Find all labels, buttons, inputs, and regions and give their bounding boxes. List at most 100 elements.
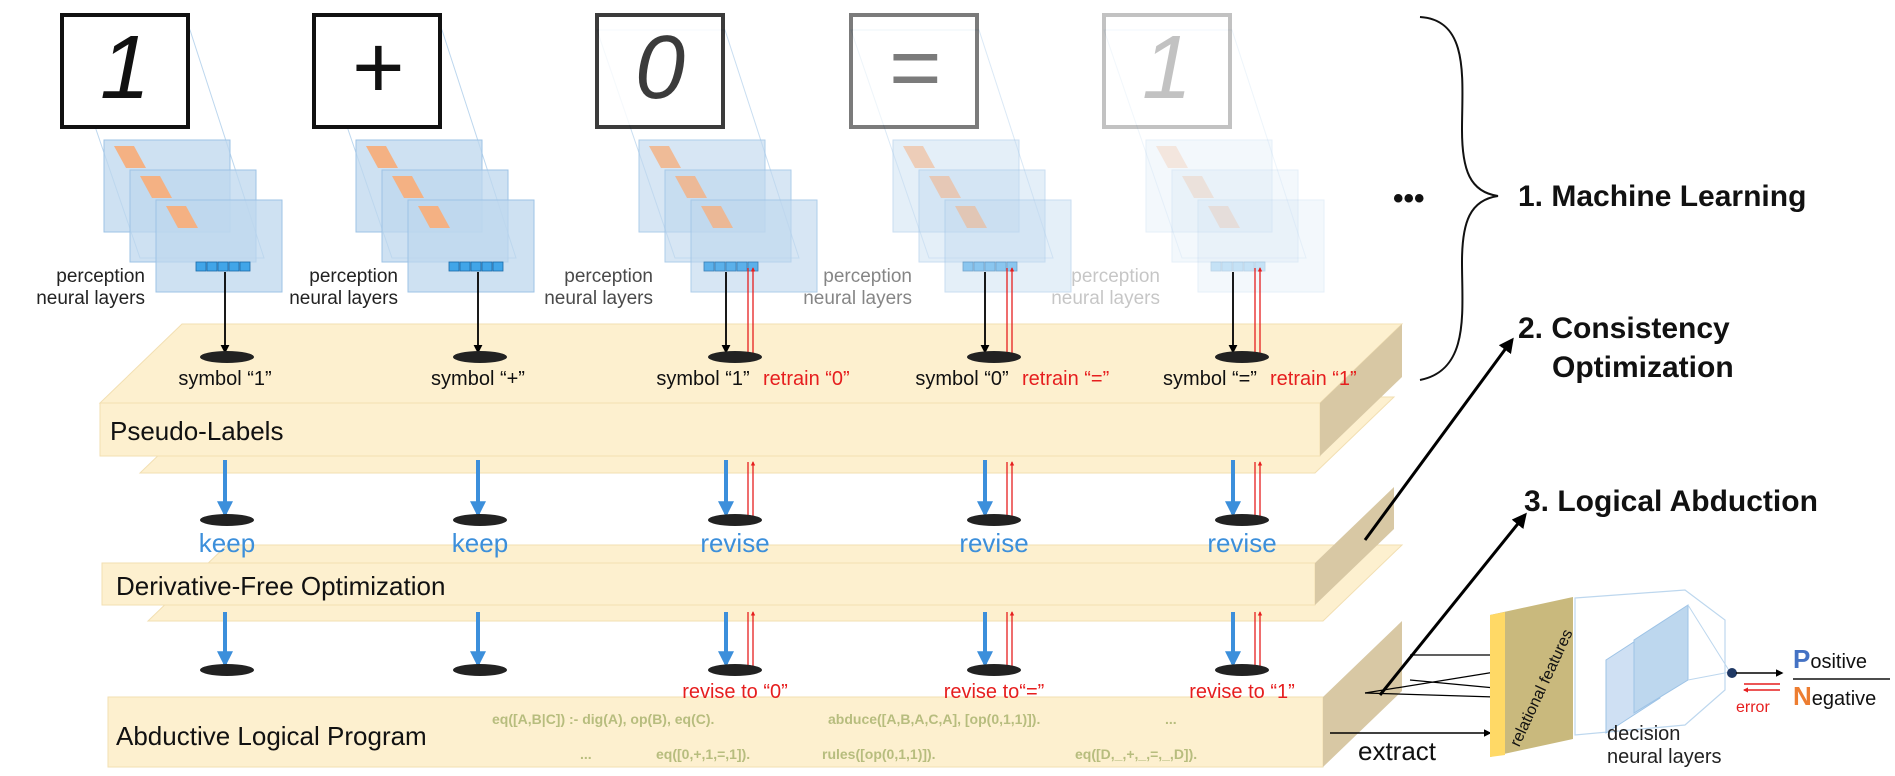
activation-mark	[418, 206, 450, 228]
perception-label-line2: neural layers	[1051, 288, 1160, 309]
digit-frame	[849, 13, 979, 129]
dfo-node	[200, 514, 254, 526]
output-vector-cell	[725, 261, 737, 272]
feature-lines	[1364, 654, 1496, 698]
retrain-label: retrain “=”	[1022, 368, 1109, 390]
code-eq-rule: eq([A,B|C]) :- dig(A), op(B), eq(C).	[492, 711, 714, 727]
frustum-lines	[1103, 29, 1307, 259]
perception-label-line1: perception	[309, 266, 398, 287]
symbol-label: symbol “1”	[178, 368, 271, 390]
output-vector-cell	[217, 261, 229, 272]
revise-label: revise to “1”	[1189, 681, 1295, 703]
pseudo-label-node	[1215, 351, 1269, 363]
perception-label-line1: perception	[1071, 266, 1160, 287]
symbol-label: symbol “+”	[431, 368, 525, 390]
output-vector-cell	[206, 261, 218, 272]
step-machine-learning: 1. Machine Learning	[1518, 180, 1806, 213]
code-abduce: abduce([A,B,A,C,A], [op(0,1,1)]).	[828, 711, 1040, 727]
action-label: revise	[959, 528, 1028, 558]
neural-layer	[1171, 169, 1299, 263]
digit-glyph: 0	[635, 18, 685, 118]
output-vector-cell	[459, 261, 471, 272]
output-vector-cell	[195, 261, 207, 272]
output-vector-cell	[448, 261, 460, 272]
alp-node	[708, 664, 762, 676]
retrain-label: retrain “0”	[763, 368, 850, 390]
dfo-label: Derivative-Free Optimization	[116, 571, 445, 601]
digit-frame	[312, 13, 442, 129]
alp-node	[200, 664, 254, 676]
output-vector-cell	[962, 261, 974, 272]
alp-label: Abductive Logical Program	[116, 721, 427, 751]
action-label: keep	[452, 528, 508, 558]
perception-label-line2: neural layers	[544, 288, 653, 309]
code-ellipsis-2: ...	[580, 746, 592, 762]
ellipsis: •••	[1393, 182, 1425, 215]
activation-mark	[903, 146, 935, 168]
code-eq-pattern: eq([D,_,+,_,=,_,D]).	[1075, 746, 1197, 762]
relational-features-block: relational features	[1490, 597, 1577, 757]
decision-neural-layers	[1574, 589, 1737, 736]
activation-mark	[366, 146, 398, 168]
ml-brace	[1419, 16, 1499, 381]
digit-frame	[595, 13, 725, 129]
alp-node	[1215, 664, 1269, 676]
pseudo-labels-slab	[98, 323, 1404, 457]
alp-node	[453, 664, 507, 676]
digit-glyph: =	[888, 18, 941, 118]
neural-layer	[1145, 139, 1273, 233]
perception-label-line1: perception	[823, 266, 912, 287]
consistency-arrow	[1363, 337, 1514, 541]
output-vector-cell	[703, 261, 715, 272]
digit-glyph: 1	[1142, 18, 1192, 118]
dfo-node	[967, 514, 1021, 526]
output-vector-cell	[1221, 261, 1233, 272]
action-label: keep	[199, 528, 255, 558]
symbol-label: symbol “0”	[915, 368, 1008, 390]
output-vector-cell	[736, 261, 748, 272]
activation-mark	[166, 206, 198, 228]
output-vector-cell	[492, 261, 504, 272]
positive-label: Positive	[1793, 644, 1867, 674]
output-vector-cell	[984, 261, 996, 272]
output-vector-cell	[228, 261, 240, 272]
output-vector-cell	[995, 261, 1007, 272]
output-vector-cell	[1232, 261, 1244, 272]
abduction-arrow	[1378, 512, 1527, 696]
activation-mark	[1208, 206, 1240, 228]
neural-layer	[1197, 199, 1325, 293]
decision-label-line1: decision	[1607, 723, 1680, 745]
digit-frame	[60, 13, 190, 129]
decision-label-line2: neural layers	[1607, 746, 1722, 768]
perception-label-line2: neural layers	[289, 288, 398, 309]
action-label: revise	[700, 528, 769, 558]
alp-node	[967, 664, 1021, 676]
activation-mark	[675, 176, 707, 198]
code-rules: rules([op(0,1,1)]).	[822, 746, 936, 762]
digit-glyph: +	[351, 18, 404, 118]
extract-label: extract	[1358, 736, 1437, 766]
step-consistency-line1: 2. Consistency	[1518, 312, 1730, 345]
perception-label-line1: perception	[564, 266, 653, 287]
step-logical-abduction: 3. Logical Abduction	[1524, 485, 1818, 518]
symbol-label: symbol “=”	[1163, 368, 1257, 390]
code-ellipsis-1: ...	[1165, 711, 1177, 727]
output-vector-cell	[973, 261, 985, 272]
pseudo-labels-label: Pseudo-Labels	[110, 416, 283, 446]
output-vector-cell	[714, 261, 726, 272]
perception-label-line2: neural layers	[803, 288, 912, 309]
action-label: revise	[1207, 528, 1276, 558]
code-eq-fact: eq([0,+,1,=,1]).	[656, 746, 750, 762]
dfo-node	[1215, 514, 1269, 526]
output-vector-cell	[239, 261, 251, 272]
activation-mark	[649, 146, 681, 168]
activation-mark	[392, 176, 424, 198]
output-vector-cell	[470, 261, 482, 272]
program-code: eq([A,B|C]) :- dig(A), op(B), eq(C). abd…	[492, 711, 1197, 762]
